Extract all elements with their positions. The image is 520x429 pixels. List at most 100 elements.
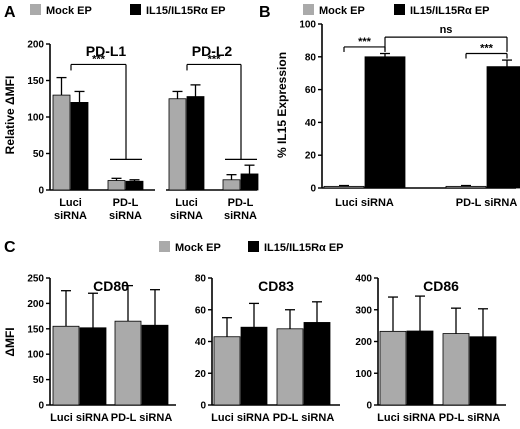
panel-a-chart: Relative ΔMFI PD-L1 PD-L2 0 50 100 150 200 Lu…: [3, 40, 259, 222]
bar-mock-ep: [107, 180, 126, 191]
bar-il15-ep: [469, 336, 497, 406]
panel-a-y-tick-label: 200: [27, 40, 44, 51]
legend-swatch-il15: [248, 241, 259, 252]
panel-c-cd83-title: CD83: [258, 278, 294, 294]
bar-mock-ep: [379, 330, 407, 406]
legend-swatch-mock: [159, 241, 170, 252]
bar-mock-ep: [114, 320, 142, 406]
bar-mock-ep: [222, 179, 241, 191]
panel-c-cd83-y-tick-label: 20: [195, 369, 207, 380]
panel-a-x-tick-label: siRNA: [54, 210, 87, 222]
panel-b-y-tick-label: 40: [305, 118, 317, 129]
panel-c-cd83-y-tick-label: 80: [195, 274, 207, 285]
panel-b-legend: Mock EP IL15/IL15Rα EP: [303, 4, 490, 17]
panel-c-cd86-x-tick-label: Luci siRNA: [377, 412, 436, 424]
panel-c-cd83-y-tick-label: 40: [195, 337, 207, 348]
panel-a-y-tick-label: 100: [27, 113, 44, 124]
panel-c-cd80-y-tick-label: 0: [38, 401, 44, 412]
panel-letter-c: C: [4, 239, 16, 256]
significance-label: ***: [480, 43, 494, 55]
panel-b-y-tick-label: 100: [299, 20, 316, 31]
legend-label-mock: Mock EP: [319, 5, 365, 17]
panel-c-cd80-title: CD80: [93, 278, 129, 294]
bar-mock-ep: [442, 333, 470, 406]
bar-il15-ep: [240, 173, 259, 191]
legend-label-mock: Mock EP: [46, 5, 92, 17]
panel-b-y-tick-label: 20: [305, 151, 317, 162]
bar-il15-ep: [364, 56, 406, 189]
panel-a-y-tick-label: 50: [33, 149, 45, 160]
panel-c-cd86-y-tick-label: 300: [355, 305, 372, 316]
bar-il15-ep: [303, 322, 331, 406]
panel-b-y-tick-label: 80: [305, 52, 317, 63]
panel-b-x-tick-label: PD-L siRNA: [456, 197, 518, 209]
panel-c-cd80-y-tick-label: 200: [27, 299, 44, 310]
panel-c-cd86-y-tick-label: 100: [355, 369, 372, 380]
legend-swatch-mock: [303, 4, 314, 15]
legend-swatch-il15: [394, 4, 405, 15]
panel-b-chart: % IL15 Expression 0 20 40 60 80 100 Luci siRNA…: [275, 20, 520, 209]
panel-c-cd83-y-tick-label: 60: [195, 305, 207, 316]
panel-c-cd83-x-tick-label: Luci siRNA: [211, 412, 270, 424]
panel-c-cd86-y-tick-label: 400: [355, 274, 372, 285]
panel-a-y-tick-label: 0: [38, 186, 44, 197]
panel-a-y-tick-label: 150: [27, 76, 44, 87]
legend-swatch-mock: [30, 4, 41, 15]
panel-a-x-tick-label: PD-L: [113, 197, 139, 209]
legend-label-mock: Mock EP: [175, 242, 221, 254]
bar-il15-ep: [141, 324, 169, 406]
significance-label: ***: [92, 53, 106, 65]
significance-label: ns: [440, 24, 453, 36]
panel-a-x-tick-label: PD-L: [228, 197, 254, 209]
panel-c-cd83-x-tick-label: PD-L siRNA: [273, 412, 335, 424]
panel-c-cd80-x-tick-label: PD-L siRNA: [111, 412, 173, 424]
panel-a-x-tick-label: Luci: [59, 197, 82, 209]
bar-mock-ep: [213, 336, 241, 406]
panel-a-ylabel: Relative ΔMFI: [3, 76, 17, 155]
legend-label-il15: IL15/IL15Rα EP: [410, 5, 490, 17]
bar-il15-ep: [70, 102, 89, 191]
panel-b-y-tick-label: 60: [305, 85, 317, 96]
panel-c-legend: Mock EP IL15/IL15Rα EP: [159, 241, 344, 254]
panel-c-cd86-title: CD86: [423, 278, 459, 294]
panel-a-x-tick-label: siRNA: [109, 210, 142, 222]
bar-il15-ep: [125, 180, 144, 191]
panel-a-x-tick-label: siRNA: [170, 210, 203, 222]
panel-c-cd80-x-tick-label: Luci siRNA: [50, 412, 109, 424]
panel-c-cd83-y-tick-label: 0: [200, 401, 206, 412]
legend-label-il15: IL15/IL15Rα EP: [264, 242, 344, 254]
significance-label: ***: [208, 53, 222, 65]
bar-il15-ep: [240, 326, 268, 406]
panel-a-title-pdl2: PD-L2: [192, 43, 233, 59]
bar-mock-ep: [52, 94, 71, 191]
panel-letter-b: B: [259, 4, 271, 21]
panel-b-ylabel: % IL15 Expression: [275, 52, 289, 158]
panel-c-ylabel: ΔMFI: [3, 327, 17, 356]
bar-mock-ep: [168, 98, 187, 191]
panel-a-title-pdl1: PD-L1: [86, 43, 127, 59]
panel-c-cd86-y-tick-label: 200: [355, 337, 372, 348]
panel-a-x-tick-label: siRNA: [224, 210, 257, 222]
bar-mock-ep: [445, 185, 487, 189]
significance-label: ***: [358, 36, 372, 48]
panel-letter-a: A: [4, 4, 16, 21]
panel-b-x-tick-label: Luci siRNA: [335, 197, 394, 209]
bar-mock-ep: [323, 185, 365, 189]
panel-c-cd80-y-tick-label: 250: [27, 274, 44, 285]
panel-b-y-tick-label: 0: [310, 184, 316, 195]
panel-c-cd86-x-tick-label: PD-L siRNA: [439, 412, 501, 424]
panel-c-cd80-y-tick-label: 50: [33, 375, 45, 386]
legend-label-il15: IL15/IL15Rα EP: [146, 5, 226, 17]
bar-il15-ep: [186, 96, 205, 191]
panel-c-cd80-y-tick-label: 100: [27, 350, 44, 361]
panel-a-legend: Mock EP IL15/IL15Rα EP: [30, 4, 226, 17]
bar-il15-ep: [486, 66, 520, 189]
bar-mock-ep: [52, 325, 80, 406]
legend-swatch-il15: [130, 4, 141, 15]
bar-il15-ep: [406, 330, 434, 406]
panel-c-cd80-y-tick-label: 150: [27, 324, 44, 335]
panel-c-cd86-y-tick-label: 0: [366, 401, 372, 412]
bar-mock-ep: [276, 328, 304, 406]
